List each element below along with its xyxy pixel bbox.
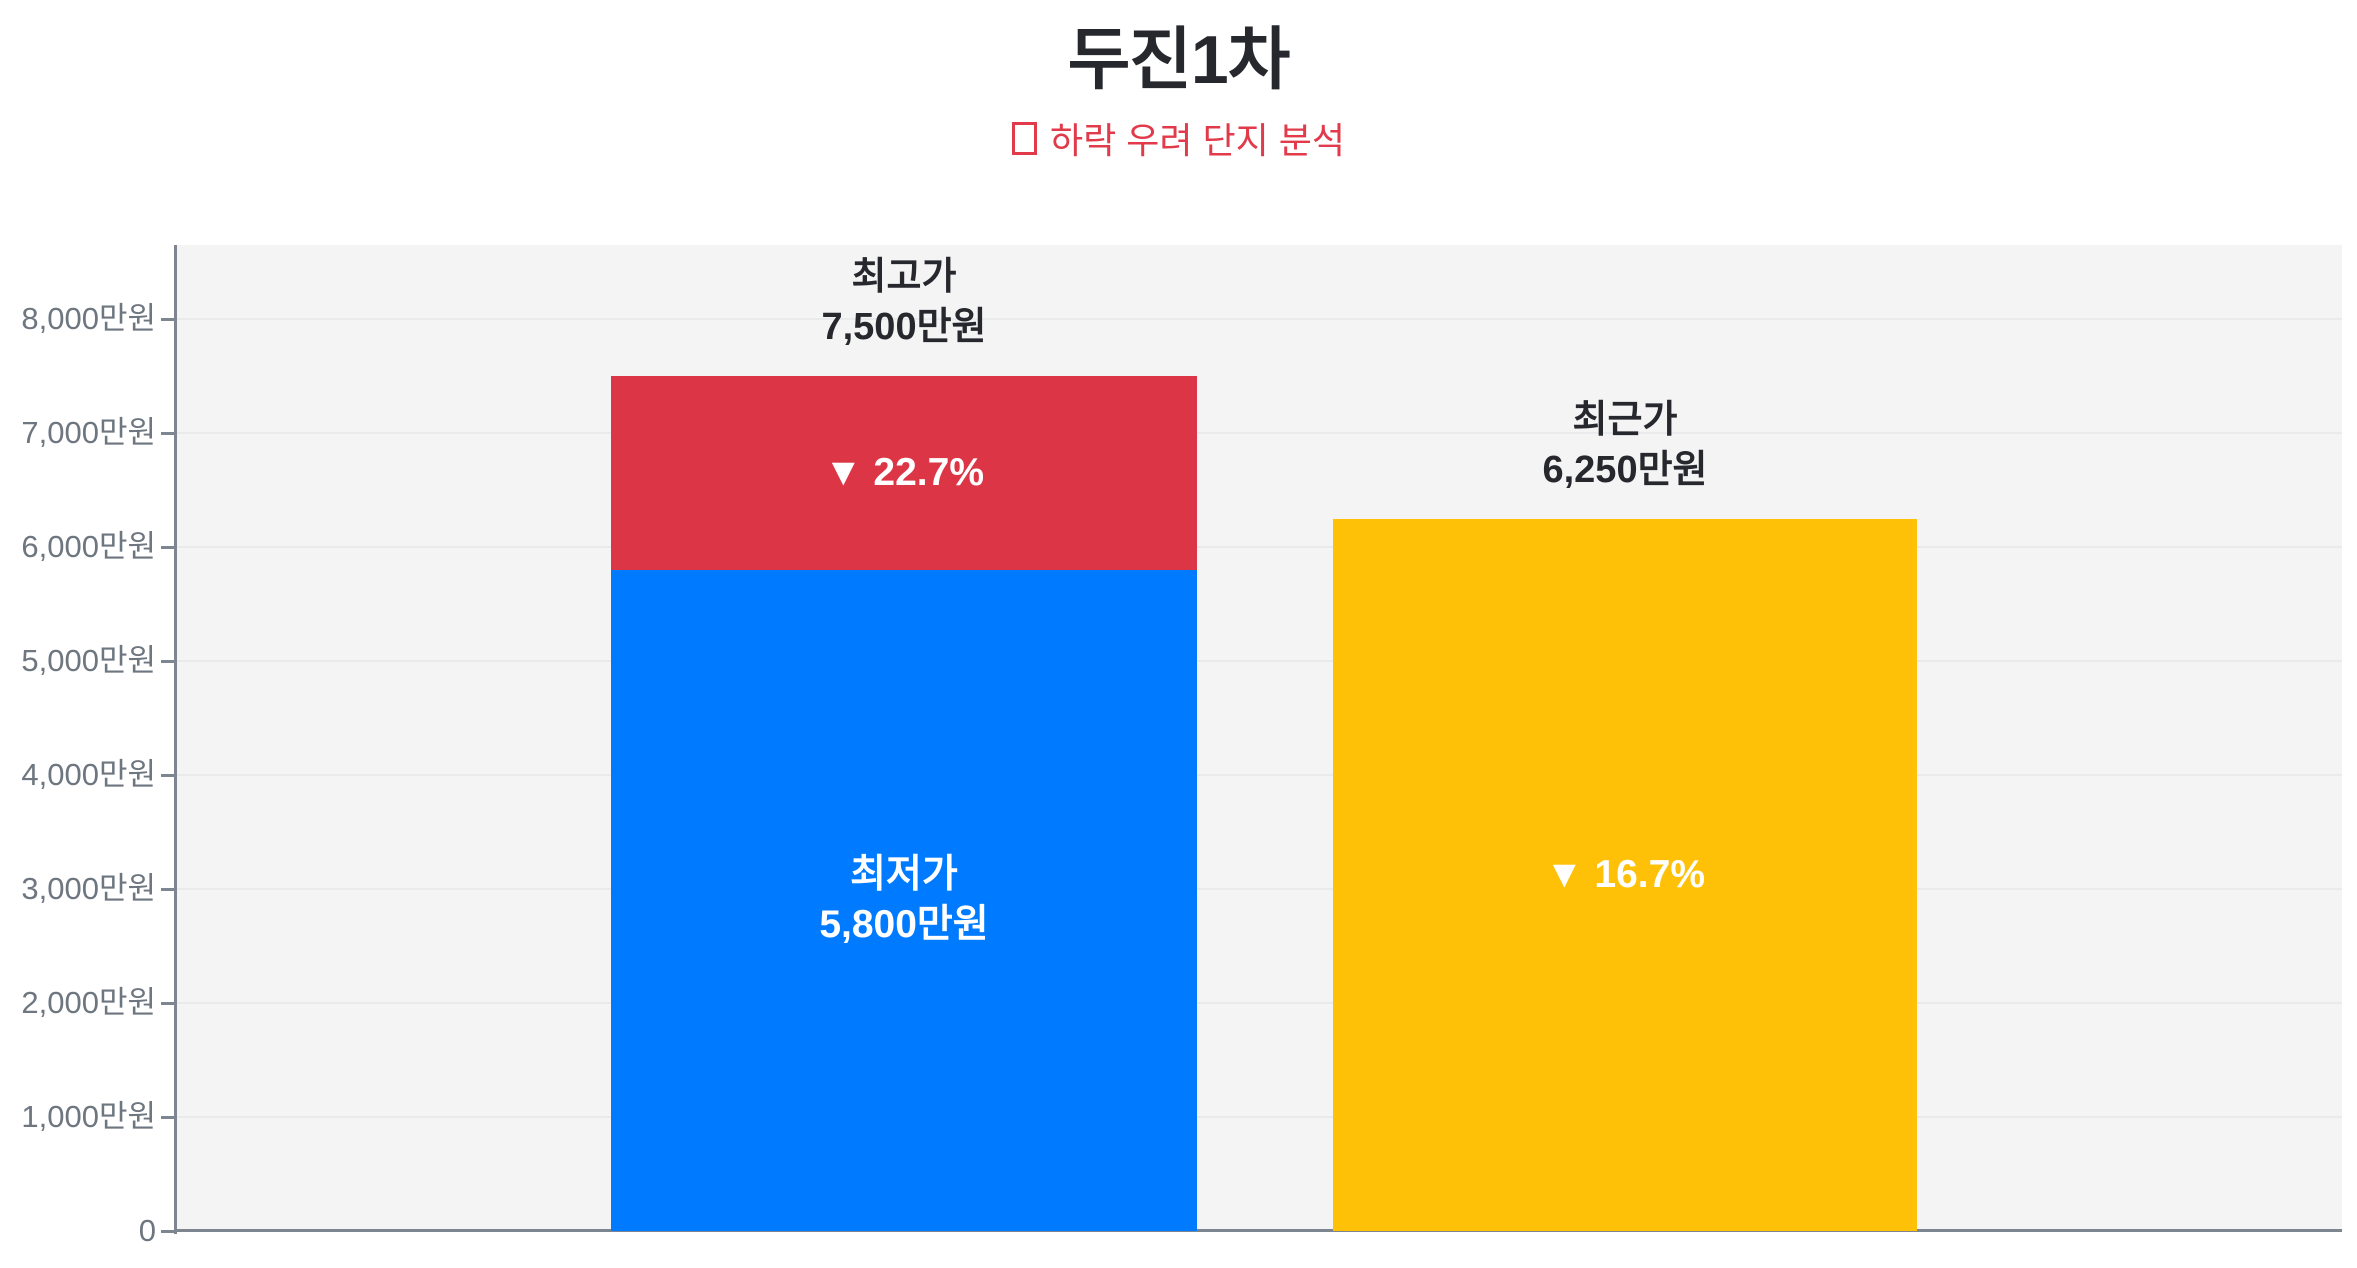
- bar-segment-lowest-price: [611, 569, 1197, 1231]
- bar-top-label-recent-price-bar: 최근가 6,250만원: [1542, 398, 1708, 491]
- gridline: [177, 1002, 2342, 1005]
- plot-area: [177, 245, 2342, 1231]
- y-axis-tick: [161, 1116, 175, 1119]
- gridline: [177, 432, 2342, 435]
- gridline: [177, 888, 2342, 891]
- y-axis-label: 6,000만원: [21, 529, 156, 565]
- y-axis-label: 2,000만원: [21, 985, 156, 1021]
- y-axis-tick: [161, 1230, 175, 1233]
- gridline: [177, 1116, 2342, 1118]
- y-axis-label: 0: [138, 1213, 156, 1248]
- y-axis-tick: [161, 888, 175, 892]
- y-axis-tick: [161, 1002, 175, 1006]
- gridline: [177, 318, 2342, 321]
- gridline: [177, 774, 2342, 777]
- y-axis-tick: [161, 660, 175, 664]
- chart-subtitle: □ 하락 우려 단지 분석: [0, 112, 2357, 164]
- chart-subtitle-text: 하락 우려 단지 분석: [1050, 120, 1345, 161]
- y-axis-label: 4,000만원: [21, 757, 156, 793]
- gridline: [177, 546, 2342, 549]
- segment-label-lowest-price: 최저가 5,800만원: [819, 853, 989, 947]
- y-axis-label: 8,000만원: [21, 301, 156, 337]
- bar-top-label-max-vs-min-price-bar: 최고가 7,500만원: [821, 256, 987, 349]
- segment-label-drop-from-peak: ▼ 22.7%: [823, 450, 985, 494]
- y-axis-label: 1,000만원: [21, 1099, 156, 1134]
- y-axis-label: 7,000만원: [21, 415, 156, 451]
- missing-glyph-box-icon: □: [1012, 122, 1038, 155]
- y-axis-label: 3,000만원: [21, 871, 156, 907]
- y-axis-line: [174, 245, 177, 1234]
- y-axis-label: 5,000만원: [21, 643, 156, 679]
- segment-label-recent-price: ▼ 16.7%: [1544, 852, 1706, 896]
- y-axis-tick: [161, 546, 175, 550]
- y-axis-tick: [161, 774, 175, 778]
- y-axis-tick: [161, 432, 175, 436]
- gridline: [177, 660, 2342, 663]
- y-axis-tick: [161, 318, 175, 322]
- bar-segment-drop-from-peak: [611, 376, 1197, 570]
- chart-title: 두진1차: [1067, 22, 1291, 98]
- bar-segment-recent-price: [1333, 518, 1917, 1231]
- x-axis-line: [174, 1229, 2342, 1232]
